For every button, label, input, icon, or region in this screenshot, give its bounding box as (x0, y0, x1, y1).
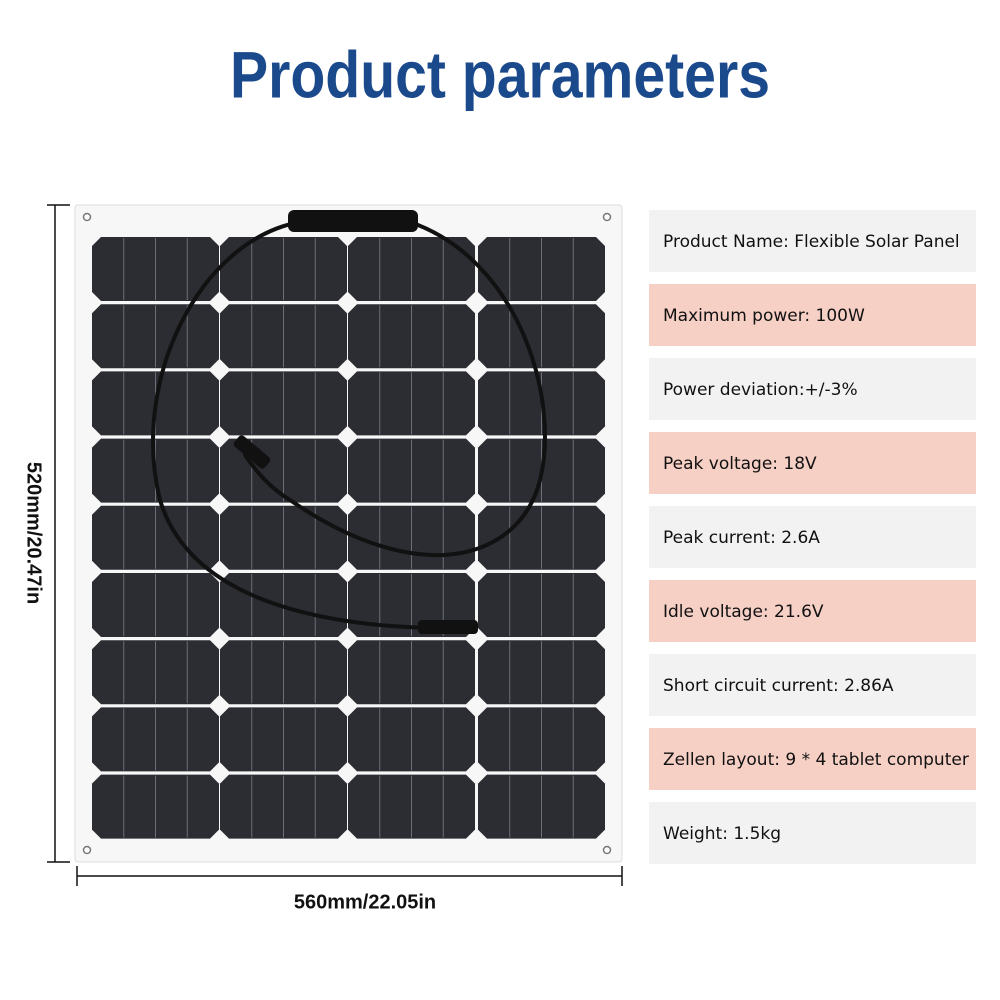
parameter-text: Peak current: 2.6A (663, 528, 820, 548)
cable (151, 210, 547, 634)
parameter-box (649, 580, 976, 642)
parameter-text: Short circuit current: 2.86A (663, 676, 894, 696)
cell-grid (82, 212, 612, 855)
mount-hole (602, 212, 612, 222)
mount-hole (82, 845, 92, 855)
parameter-text: Power deviation:+/-3% (663, 380, 858, 400)
parameter-box (649, 210, 976, 272)
cable-right (243, 220, 547, 558)
parameter-box (649, 284, 976, 346)
parameter-list: Product Name: Flexible Solar Panel Maximu… (649, 210, 976, 864)
parameter-text: Idle voltage: 21.6V (663, 602, 824, 622)
parameter-box (649, 506, 976, 568)
parameter-box (649, 654, 976, 716)
title: Product parameters (230, 37, 770, 111)
parameter-text: Maximum power: 100W (663, 306, 865, 326)
parameter-box (649, 358, 976, 420)
cable-left (151, 220, 432, 630)
parameter-box (649, 432, 976, 494)
mount-hole (602, 845, 612, 855)
parameter-box (649, 728, 976, 790)
parameter-text: Peak voltage: 18V (663, 454, 817, 474)
junction-box (288, 210, 418, 232)
mount-hole (82, 212, 92, 222)
parameter-text: Weight: 1.5kg (663, 824, 781, 844)
dimension-lines (47, 204, 623, 886)
parameter-text: Product Name: Flexible Solar Panel (663, 232, 960, 252)
parameter-text: Zellen layout: 9 * 4 tablet computer (663, 750, 969, 770)
connector (418, 620, 478, 634)
width-label: 560mm/22.05in (294, 891, 436, 913)
connector (233, 435, 271, 469)
parameter-box (649, 802, 976, 864)
height-label: 520mm/20.47in (23, 462, 45, 604)
